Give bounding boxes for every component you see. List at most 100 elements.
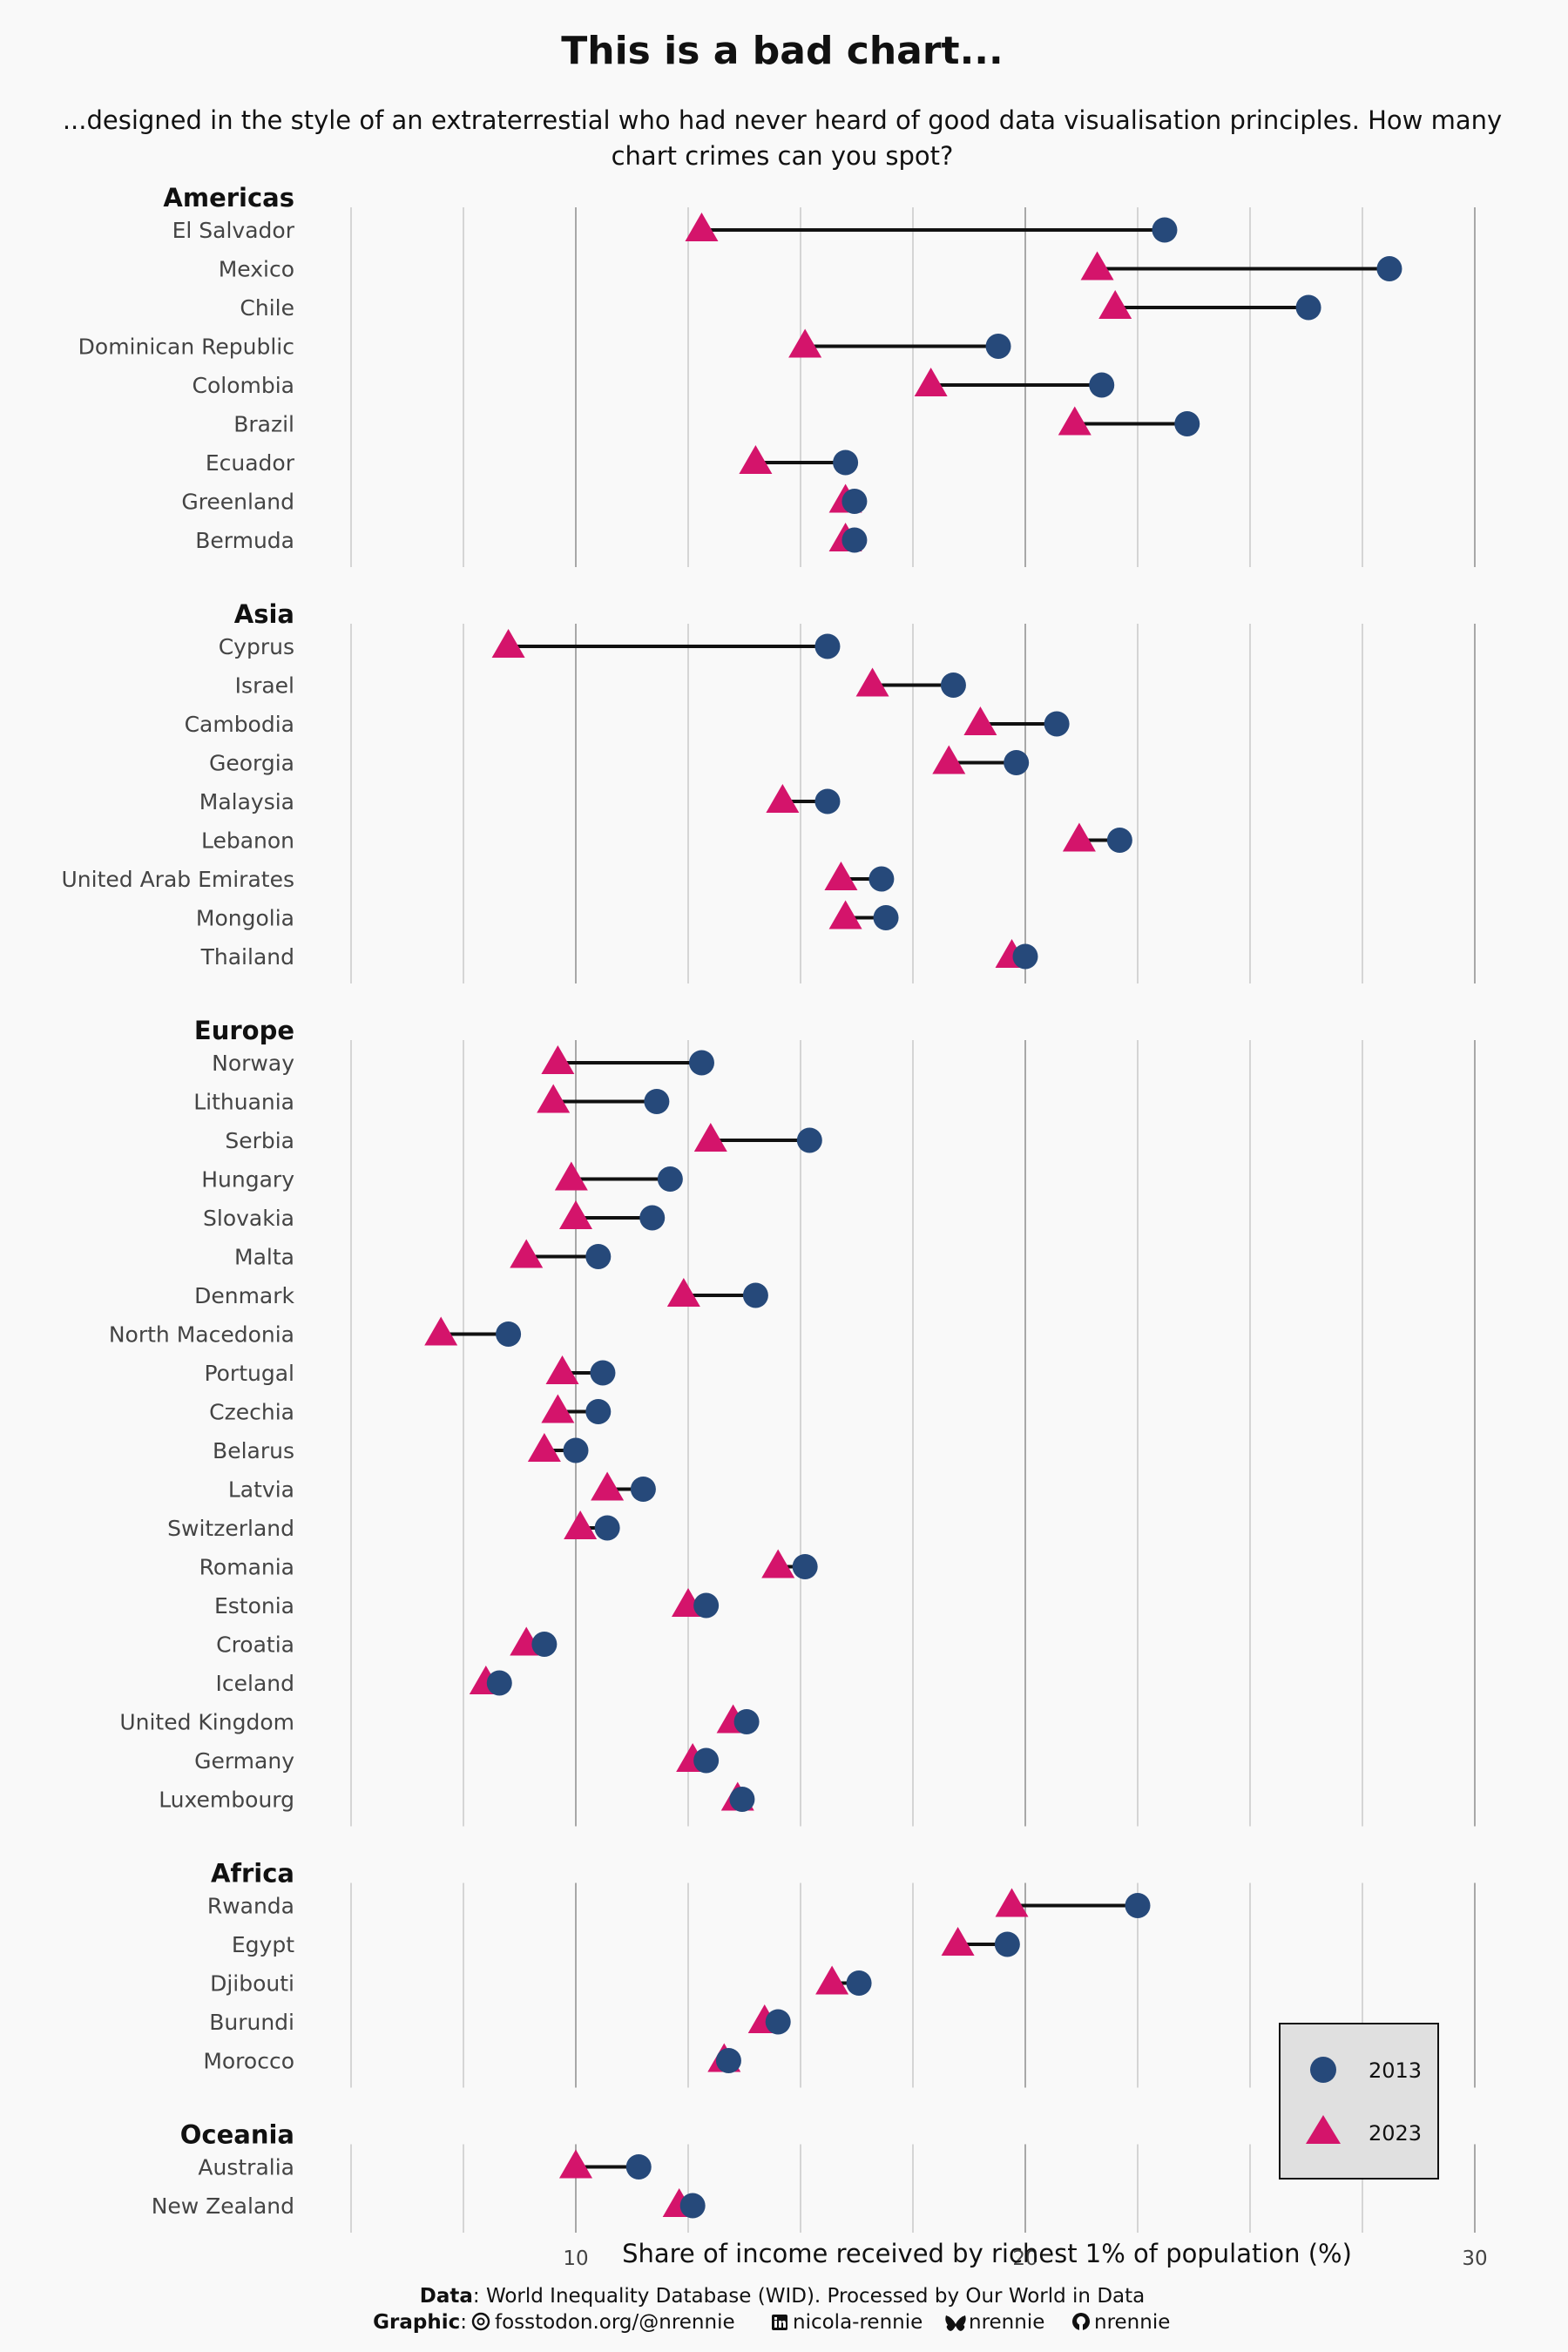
country-label-chile: Chile — [240, 295, 294, 321]
point-2023-malaysia — [766, 784, 800, 813]
country-label-new-zealand: New Zealand — [152, 2193, 294, 2219]
point-2013-cambodia — [1044, 711, 1070, 737]
point-2023-slovakia — [559, 1200, 592, 1229]
point-2013-mongolia — [873, 905, 899, 930]
point-2013-denmark — [742, 1282, 768, 1308]
legend-box — [1279, 2023, 1439, 2180]
point-2023-israel — [855, 667, 889, 697]
country-label-united-kingdom: United Kingdom — [119, 1710, 294, 1735]
caption-data-label: Data — [420, 2285, 473, 2308]
point-2013-lebanon — [1106, 828, 1132, 853]
point-2013-rwanda — [1125, 1893, 1151, 1918]
country-label-lebanon: Lebanon — [201, 828, 294, 854]
country-label-hungary: Hungary — [201, 1167, 294, 1193]
country-label-estonia: Estonia — [214, 1593, 294, 1619]
point-2013-djibouti — [846, 1970, 872, 1996]
legend-marker-2023 — [1306, 2115, 1341, 2144]
point-2023-norway — [541, 1045, 575, 1074]
caption-mastodon: fosstodon.org/@nrennie — [495, 2311, 735, 2334]
point-2013-ecuador — [833, 449, 859, 476]
point-2023-el-salvador — [685, 213, 719, 241]
point-2023-georgia — [932, 745, 966, 774]
caption: Data: World Inequality Database (WID). P… — [373, 2285, 1170, 2334]
bluesky-icon — [945, 2315, 966, 2331]
country-label-mongolia: Mongolia — [196, 906, 294, 931]
country-label-switzerland: Switzerland — [167, 1516, 294, 1541]
caption-bluesky: nrennie — [969, 2311, 1044, 2334]
country-label-romania: Romania — [199, 1555, 294, 1580]
mastodon-icon — [471, 2312, 490, 2331]
chart-panels: Americas El Salvador Mexico Chile Dominican … — [61, 183, 1476, 2233]
point-2013-belarus — [563, 1437, 589, 1463]
caption-graphic-label: Graphic: — [373, 2311, 467, 2334]
point-2013-cyprus — [814, 633, 841, 659]
point-2013-czechia — [585, 1399, 612, 1424]
point-2013-malta — [585, 1244, 612, 1269]
point-2023-lithuania — [537, 1084, 571, 1113]
caption-data-text: : World Inequality Database (WID). Proce… — [473, 2285, 1145, 2308]
x-tick-label-10: 10 — [563, 2247, 588, 2270]
point-2013-georgia — [1004, 750, 1030, 775]
point-2013-norway — [688, 1050, 714, 1076]
point-2023-australia — [559, 2149, 592, 2179]
point-2013-dominican-republic — [985, 334, 1011, 359]
country-label-malta: Malta — [234, 1245, 294, 1270]
x-axis-ticks: 10 20 30 — [563, 2247, 1487, 2270]
point-2023-portugal — [545, 1355, 579, 1384]
point-2023-malta — [510, 1239, 544, 1268]
country-label-ecuador: Ecuador — [206, 450, 295, 476]
point-2023-czechia — [541, 1394, 575, 1423]
point-2013-germany — [693, 1747, 720, 1774]
point-2023-colombia — [914, 368, 948, 396]
point-2013-slovakia — [639, 1205, 666, 1231]
country-label-lithuania: Lithuania — [193, 1090, 294, 1115]
country-label-burundi: Burundi — [209, 2010, 294, 2035]
point-2013-greenland — [841, 489, 868, 514]
panel-europe: Europe Norway Lithuania Serbia Hungary Slovak… — [109, 1016, 1476, 1827]
point-2023-mexico — [1080, 251, 1114, 280]
country-label-iceland: Iceland — [216, 1671, 294, 1696]
country-label-georgia: Georgia — [209, 751, 294, 776]
point-2013-luxembourg — [729, 1787, 755, 1812]
caption-github: nrennie — [1094, 2311, 1170, 2334]
point-2023-mongolia — [828, 900, 862, 929]
point-2013-united-kingdom — [733, 1709, 760, 1734]
point-2023-united-arab-emirates — [824, 862, 858, 890]
country-label-rwanda: Rwanda — [207, 1894, 294, 1919]
point-2013-israel — [940, 672, 966, 698]
point-2013-united-arab-emirates — [868, 866, 895, 892]
point-2013-serbia — [796, 1127, 822, 1153]
chart-title: This is a bad chart... — [561, 29, 1004, 73]
point-2013-iceland — [486, 1670, 512, 1696]
country-label-bermuda: Bermuda — [195, 528, 294, 553]
point-2023-rwanda — [995, 1888, 1029, 1917]
caption-linkedin: nicola-rennie — [793, 2311, 923, 2334]
country-label-portugal: Portugal — [204, 1361, 294, 1386]
country-label-luxembourg: Luxembourg — [159, 1788, 294, 1813]
x-tick-label-30: 30 — [1462, 2247, 1487, 2270]
point-2023-latvia — [591, 1471, 625, 1501]
point-2013-estonia — [693, 1592, 720, 1619]
point-2013-portugal — [590, 1360, 616, 1386]
country-label-united-arab-emirates: United Arab Emirates — [61, 867, 294, 892]
country-label-australia: Australia — [198, 2155, 294, 2180]
x-tick-label-20: 20 — [1012, 2247, 1037, 2270]
country-label-croatia: Croatia — [216, 1632, 294, 1658]
point-2013-mexico — [1376, 256, 1402, 281]
point-2023-romania — [761, 1549, 795, 1578]
point-2013-lithuania — [644, 1089, 670, 1114]
country-label-malaysia: Malaysia — [199, 789, 294, 814]
country-label-colombia: Colombia — [193, 373, 294, 398]
point-2013-latvia — [630, 1477, 656, 1502]
country-label-greenland: Greenland — [181, 490, 294, 515]
point-2023-belarus — [527, 1433, 561, 1462]
group-label-africa: Africa — [211, 1859, 294, 1889]
point-2013-australia — [625, 2154, 652, 2180]
country-label-norway: Norway — [212, 1051, 294, 1076]
country-label-north-macedonia: North Macedonia — [109, 1322, 294, 1348]
github-icon — [1072, 2313, 1090, 2330]
point-2013-burundi — [765, 2009, 791, 2035]
point-2013-bermuda — [841, 527, 868, 553]
point-2023-north-macedonia — [424, 1316, 458, 1346]
point-2013-romania — [792, 1554, 818, 1579]
